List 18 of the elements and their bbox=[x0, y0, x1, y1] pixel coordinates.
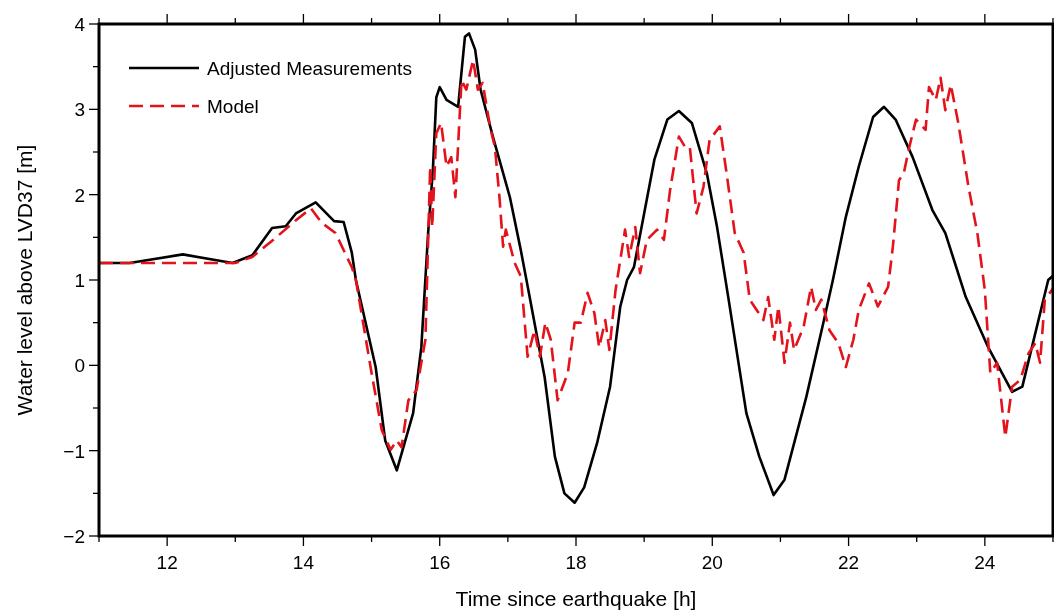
x-tick-label: 24 bbox=[974, 552, 996, 573]
x-axis-title: Time since earthquake [h] bbox=[455, 587, 697, 610]
y-tick-label: 0 bbox=[74, 355, 85, 377]
y-tick-label: 3 bbox=[74, 99, 85, 121]
x-tick-label: 18 bbox=[565, 552, 587, 573]
x-tick-label: 20 bbox=[701, 552, 723, 573]
x-tick-label: 12 bbox=[156, 552, 178, 573]
legend-label: Model bbox=[207, 96, 259, 117]
y-tick-label: 1 bbox=[74, 270, 85, 291]
y-tick-label: −1 bbox=[63, 440, 85, 462]
x-tick-label: 14 bbox=[292, 552, 315, 573]
y-tick-label: −2 bbox=[63, 526, 85, 547]
legend-label: Adjusted Measurements bbox=[207, 58, 412, 79]
x-tick-label: 22 bbox=[838, 552, 860, 573]
y-axis-title: Water level above LVD37 [m] bbox=[13, 144, 36, 416]
x-tick-label: 16 bbox=[429, 552, 451, 573]
y-tick-label: 4 bbox=[74, 14, 86, 35]
y-tick-label: 2 bbox=[74, 184, 85, 206]
